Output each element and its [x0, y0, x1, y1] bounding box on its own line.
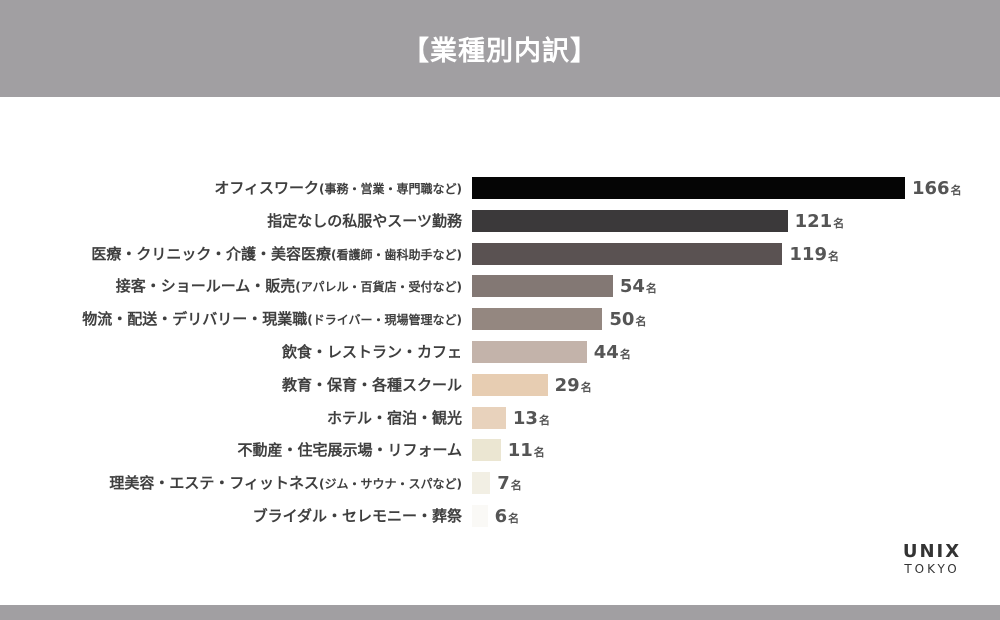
value-label: 50名 — [609, 308, 646, 332]
bar — [472, 242, 783, 265]
header-banner: 【業種別内訳】 — [0, 0, 1000, 97]
category-label-sub: (看護師・歯科助手など) — [331, 247, 462, 262]
category-label-main: ブライダル・セレモニー・葬祭 — [252, 507, 462, 525]
category-label-main: 指定なしの私服やスーツ勤務 — [267, 211, 462, 230]
value-label: 54名 — [620, 275, 657, 299]
value-unit: 名 — [827, 249, 839, 263]
value-unit: 名 — [510, 479, 522, 493]
bar — [472, 177, 905, 199]
category-label-sub: (ジム・サウナ・スパなど) — [319, 477, 462, 492]
value-number: 166 — [912, 178, 950, 199]
value-number: 13 — [512, 407, 538, 429]
value-number: 11 — [507, 440, 533, 462]
value-number: 44 — [593, 342, 619, 363]
value-label: 44名 — [594, 341, 631, 365]
bar — [472, 275, 613, 298]
category-label: 接客・ショールーム・販売(アパレル・百貨店・受付など) — [116, 274, 462, 298]
category-label: オフィスワーク(事務・営業・専門職など) — [214, 176, 462, 200]
category-label: 理美容・エステ・フィットネス(ジム・サウナ・スパなど) — [109, 471, 462, 495]
category-label-main: 理美容・エステ・フィットネス — [109, 474, 320, 493]
logo-sub-text: TOKYO — [904, 562, 960, 576]
category-label-main: 飲食・レストラン・カフェ — [281, 343, 462, 361]
value-label: 166名 — [912, 177, 962, 201]
category-label-main: オフィスワーク — [214, 179, 320, 197]
value-number: 121 — [794, 210, 833, 232]
value-unit: 名 — [950, 184, 962, 197]
category-label: 飲食・レストラン・カフェ — [282, 340, 462, 364]
category-label: ホテル・宿泊・観光 — [327, 406, 462, 430]
value-label: 121名 — [795, 210, 845, 234]
value-unit: 名 — [619, 348, 631, 361]
value-label: 11名 — [508, 439, 545, 463]
value-unit: 名 — [533, 446, 545, 460]
category-label-main: 医療・クリニック・介護・美容医療 — [91, 244, 332, 263]
value-unit: 名 — [645, 282, 657, 296]
category-label: 指定なしの私服やスーツ勤務 — [267, 209, 462, 233]
bar — [472, 341, 587, 363]
value-number: 7 — [497, 473, 510, 495]
category-label-main: 接客・ショールーム・販売 — [115, 277, 296, 296]
category-label-sub: (ドライバー・現場管理など) — [307, 313, 462, 328]
category-label: ブライダル・セレモニー・葬祭 — [253, 504, 462, 528]
value-number: 29 — [554, 374, 580, 396]
value-unit: 名 — [580, 380, 592, 394]
value-unit: 名 — [538, 413, 550, 427]
value-number: 119 — [789, 243, 827, 265]
bar — [472, 209, 788, 232]
category-label-main: ホテル・宿泊・観光 — [326, 408, 462, 427]
category-label: 教育・保育・各種スクール — [282, 373, 462, 397]
category-label-main: 教育・保育・各種スクール — [281, 375, 462, 394]
footer-bar — [0, 605, 1000, 620]
category-label: 物流・配送・デリバリー・現業職(ドライバー・現場管理など) — [82, 307, 462, 331]
value-number: 6 — [494, 506, 508, 527]
logo-main-text: UNIX — [902, 541, 962, 562]
value-label: 119名 — [789, 243, 839, 267]
chart-title: 【業種別内訳】 — [402, 36, 598, 67]
bar — [472, 373, 548, 396]
bar — [472, 472, 491, 495]
value-number: 54 — [619, 276, 645, 298]
category-label-main: 不動産・住宅展示場・リフォーム — [237, 441, 462, 460]
value-label: 13名 — [513, 407, 550, 431]
value-label: 29名 — [555, 374, 592, 398]
value-label: 6名 — [495, 505, 520, 529]
value-unit: 名 — [635, 315, 647, 329]
bar — [472, 439, 501, 462]
category-label: 医療・クリニック・介護・美容医療(看護師・歯科助手など) — [91, 242, 462, 266]
value-label: 7名 — [497, 472, 522, 496]
bar — [472, 406, 506, 429]
category-label-sub: (アパレル・百貨店・受付など) — [295, 280, 462, 295]
bar — [472, 505, 488, 527]
category-label-main: 物流・配送・デリバリー・現業職 — [82, 310, 308, 329]
category-label-sub: (事務・営業・専門職など) — [319, 182, 462, 196]
category-label: 不動産・住宅展示場・リフォーム — [237, 438, 462, 462]
bar — [472, 308, 603, 331]
value-unit: 名 — [833, 216, 845, 230]
value-unit: 名 — [508, 512, 520, 525]
value-number: 50 — [609, 309, 635, 331]
brand-logo: UNIX TOKYO — [900, 541, 964, 577]
